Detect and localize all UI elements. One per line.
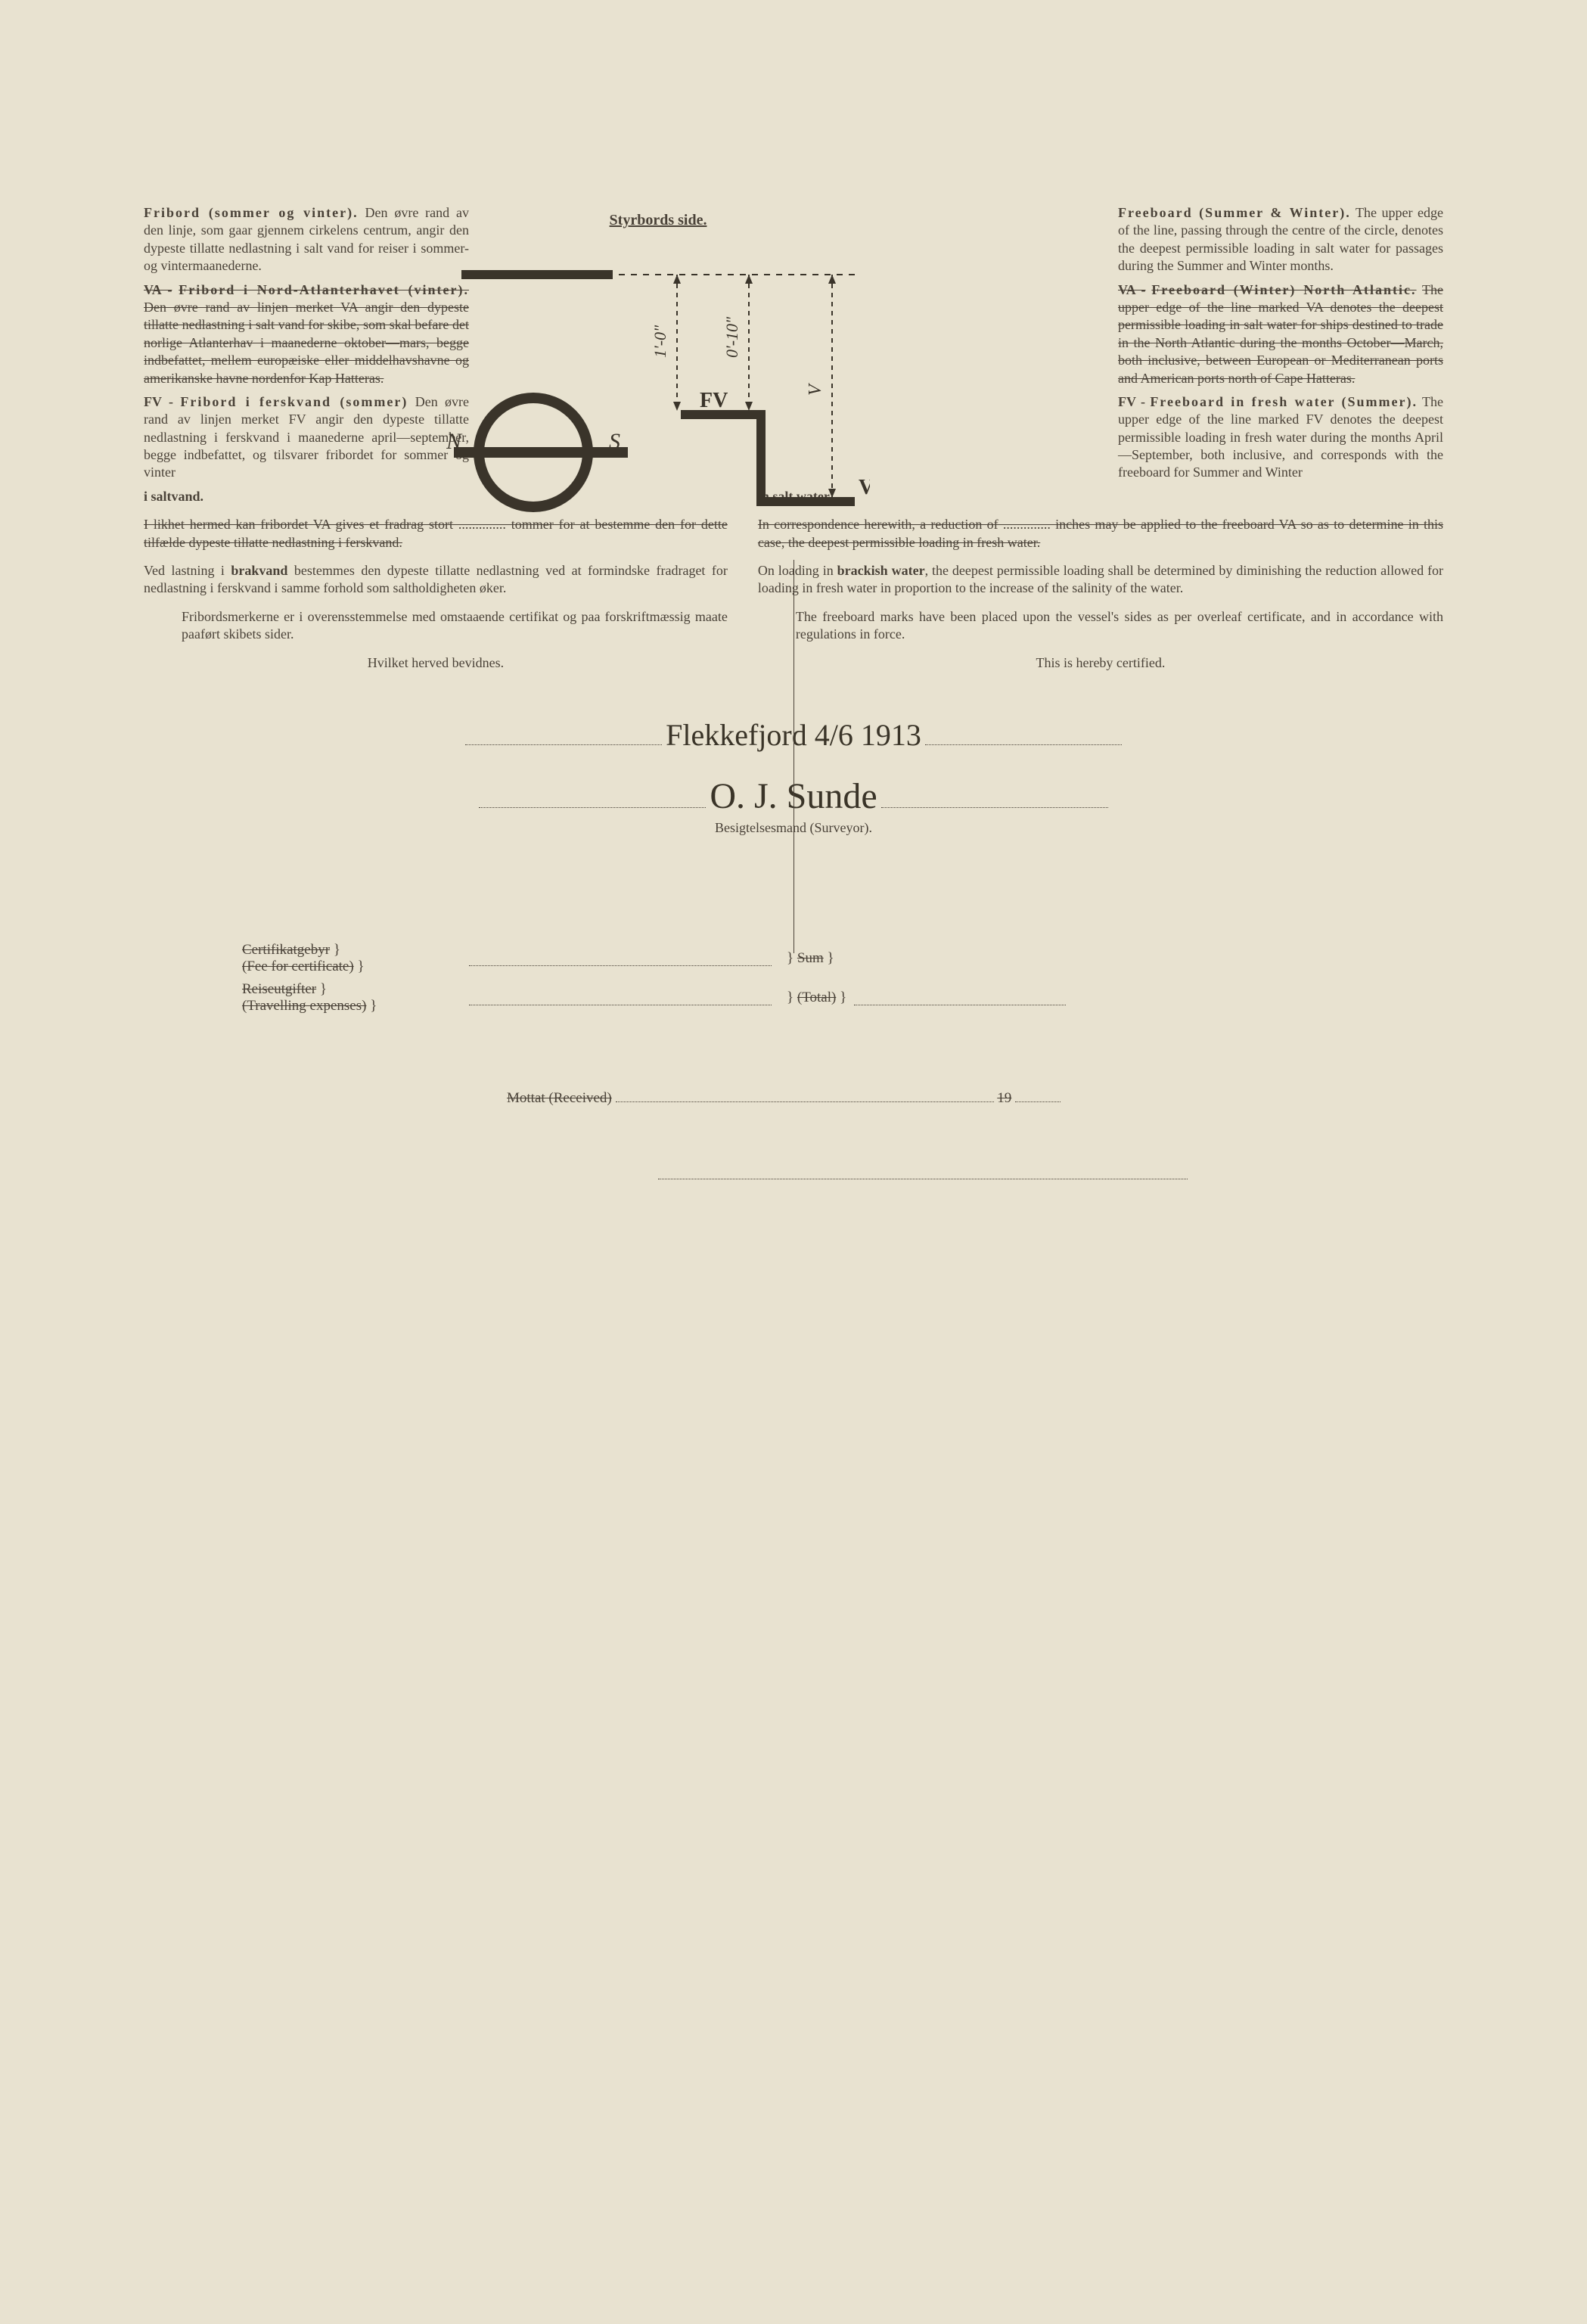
fee-line bbox=[469, 950, 772, 966]
left-p3: Fribordsmerkerne er i overensstemmelse m… bbox=[182, 608, 728, 644]
fee-travel-label: Reiseutgifter bbox=[242, 981, 316, 997]
fee-row-certificate: Certifikatgebyr } (Fee for certificate) … bbox=[242, 942, 1443, 975]
left-e3-label: Fribord i ferskvand (sommer) bbox=[180, 394, 408, 409]
right-e2-prefix: VA - bbox=[1118, 282, 1146, 297]
label-dim2: 0'-10" bbox=[722, 316, 741, 358]
left-e1-label: Fribord (sommer og vinter). bbox=[144, 205, 359, 220]
right-p2b: brackish water bbox=[837, 563, 925, 578]
fee-table: Certifikatgebyr } (Fee for certificate) … bbox=[242, 942, 1443, 1184]
received-row: Mottat (Received) 19 bbox=[507, 1090, 1443, 1107]
load-line-diagram: Styrbords side. N S FV VA bbox=[446, 212, 870, 552]
left-entry-3: FV - Fribord i ferskvand (sommer) Den øv… bbox=[144, 393, 469, 482]
left-entry-1: Fribord (sommer og vinter). Den øvre ran… bbox=[144, 204, 469, 275]
diagram-title: Styrbords side. bbox=[446, 212, 870, 229]
left-entry-2: VA - Fribord i Nord-Atlanterhavet (vinte… bbox=[144, 281, 469, 387]
right-p2: On loading in brackish water, the deepes… bbox=[758, 562, 1443, 598]
fee-total: (Total) bbox=[797, 990, 836, 1005]
right-e2-label: Freeboard (Winter) North Atlantic. bbox=[1151, 282, 1416, 297]
right-e3-label: Freeboard in fresh water (Summer). bbox=[1150, 394, 1418, 409]
label-fv: FV bbox=[700, 389, 728, 412]
label-n: N bbox=[446, 429, 463, 454]
fee-cert-sub: (Fee for certificate) bbox=[242, 958, 354, 974]
fee-sum: Sum bbox=[797, 950, 824, 966]
right-e2-body: The upper edge of the line marked VA den… bbox=[1118, 282, 1443, 386]
right-entry-1: Freeboard (Summer & Winter). The upper e… bbox=[1118, 204, 1443, 275]
left-e3-prefix: FV - bbox=[144, 394, 173, 409]
fee-line bbox=[854, 990, 1066, 1005]
right-p3: The freeboard marks have been placed upo… bbox=[796, 608, 1443, 644]
document-page: Styrbords side. N S FV VA bbox=[0, 0, 1587, 2324]
fee-travel-sub: (Travelling expenses) bbox=[242, 998, 366, 1014]
right-p4: This is hereby certified. bbox=[758, 654, 1443, 672]
right-e3-prefix: FV - bbox=[1118, 394, 1145, 409]
received-year: 19 bbox=[997, 1090, 1011, 1106]
final-line bbox=[658, 1167, 1443, 1184]
left-e3-tail: i saltvand. bbox=[144, 489, 203, 504]
right-entry-2: VA - Freeboard (Winter) North Atlantic. … bbox=[1118, 281, 1443, 387]
left-p2b: brakvand bbox=[231, 563, 287, 578]
fee-row-travel: Reiseutgifter } (Travelling expenses) } … bbox=[242, 981, 1443, 1014]
right-entry-3: FV - Freeboard in fresh water (Summer). … bbox=[1118, 393, 1443, 482]
label-v: V bbox=[806, 383, 825, 396]
label-s: S bbox=[609, 429, 620, 454]
left-p4: Hvilket herved bevidnes. bbox=[144, 654, 728, 672]
fee-cert-label: Certifikatgebyr bbox=[242, 942, 330, 958]
left-p2: Ved lastning i brakvand bestemmes den dy… bbox=[144, 562, 728, 598]
left-e2-label: Fribord i Nord-Atlanterhavet (vinter). bbox=[179, 282, 469, 297]
diagram-svg: N S FV VA 1'-0" 0'-10" V bbox=[446, 237, 870, 555]
right-e1-label: Freeboard (Summer & Winter). bbox=[1118, 205, 1351, 220]
right-p2a: On loading in bbox=[758, 563, 837, 578]
label-va: VA bbox=[859, 476, 870, 499]
label-dim1: 1'-0" bbox=[651, 325, 669, 358]
left-p2a: Ved lastning i bbox=[144, 563, 231, 578]
fee-line bbox=[469, 990, 772, 1005]
left-e2-prefix: VA - bbox=[144, 282, 172, 297]
left-e2-body: Den øvre rand av linjen merket VA angir … bbox=[144, 300, 469, 386]
received-label: Mottat (Received) bbox=[507, 1090, 612, 1106]
